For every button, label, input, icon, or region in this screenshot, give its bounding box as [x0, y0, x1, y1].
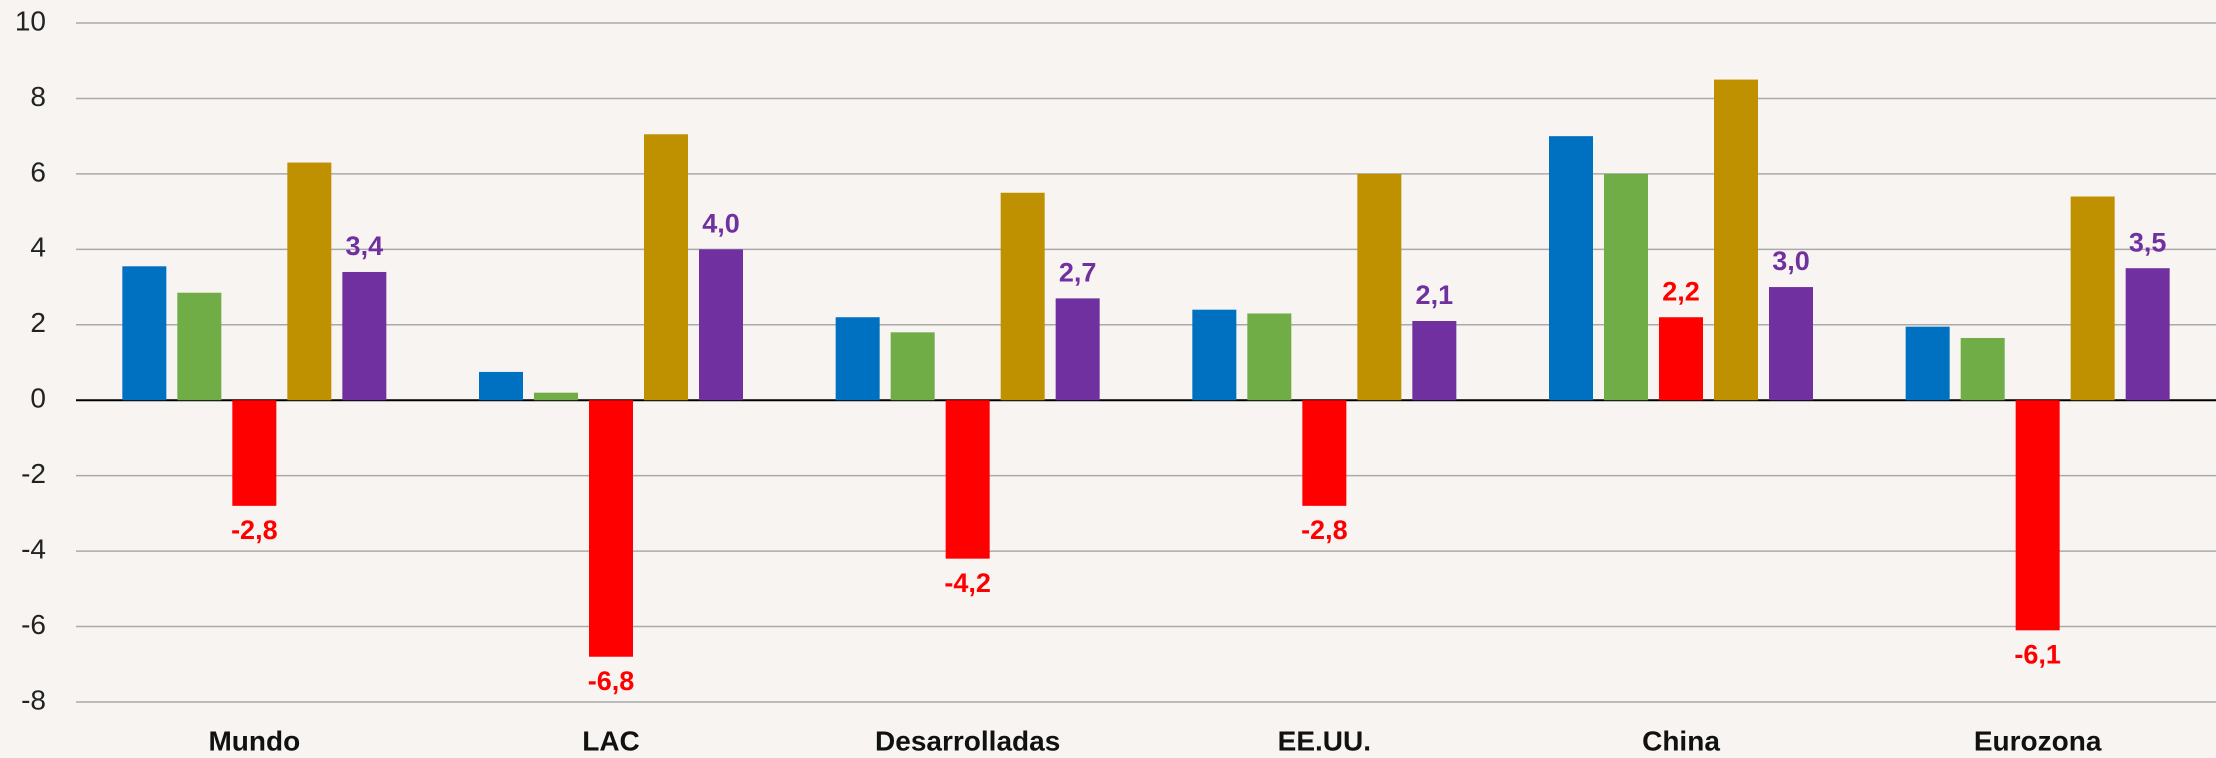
value-label: 3,4: [346, 231, 384, 261]
bar: [890, 332, 935, 401]
y-tick-label: 10: [15, 5, 46, 36]
y-tick-label: -8: [21, 684, 46, 715]
x-tick-label: Desarrolladas: [875, 725, 1060, 756]
value-label: 3,5: [2129, 227, 2167, 257]
bar: [1549, 136, 1593, 401]
y-tick-label: 6: [30, 156, 46, 187]
bar: [1412, 321, 1457, 401]
y-tick-label: 0: [30, 383, 46, 414]
bar: [1192, 309, 1237, 401]
y-tick-label: -2: [21, 458, 46, 489]
bar: [589, 400, 633, 657]
bar: [1604, 173, 1648, 401]
y-tick-label: -4: [21, 534, 46, 565]
x-tick-label: China: [1642, 725, 1720, 756]
bar: [1960, 337, 2005, 401]
bar: [1714, 79, 1758, 401]
bar: [1302, 400, 1347, 506]
x-tick-label: EE.UU.: [1278, 725, 1371, 756]
x-tick-label: Eurozona: [1974, 725, 2102, 756]
value-label: -4,2: [944, 568, 991, 598]
x-tick-label: LAC: [582, 725, 640, 756]
value-label: -6,1: [2014, 639, 2061, 669]
bar: [945, 400, 990, 559]
bar: [1357, 173, 1402, 401]
bar: [699, 249, 743, 401]
bar: [232, 400, 277, 506]
value-label: 3,0: [1772, 246, 1810, 276]
bar: [122, 266, 167, 401]
bar: [1769, 287, 1813, 401]
bar: [287, 162, 332, 401]
bar: [2125, 268, 2170, 401]
x-tick-label: Mundo: [208, 725, 300, 756]
value-label: 2,1: [1416, 280, 1454, 310]
bar: [1659, 317, 1703, 401]
y-tick-label: 4: [30, 232, 46, 263]
value-label: 2,2: [1662, 276, 1700, 306]
bar: [479, 371, 523, 401]
value-label: 4,0: [702, 208, 740, 238]
bar: [534, 392, 578, 401]
value-label: -2,8: [1301, 515, 1348, 545]
bar: [177, 292, 222, 401]
bar: [1247, 313, 1292, 401]
bar: [2070, 196, 2115, 401]
bar: [835, 317, 880, 401]
bar: [1000, 192, 1045, 401]
bar: [644, 134, 688, 401]
y-tick-label: 8: [30, 81, 46, 112]
bar: [342, 271, 387, 401]
y-tick-label: -6: [21, 609, 46, 640]
bar: [2015, 400, 2060, 631]
bar: [1905, 326, 1950, 401]
value-label: -6,8: [588, 666, 635, 696]
value-label: 2,7: [1059, 257, 1097, 287]
bar: [1055, 298, 1100, 401]
value-label: -2,8: [231, 515, 278, 545]
y-tick-label: 2: [30, 307, 46, 338]
